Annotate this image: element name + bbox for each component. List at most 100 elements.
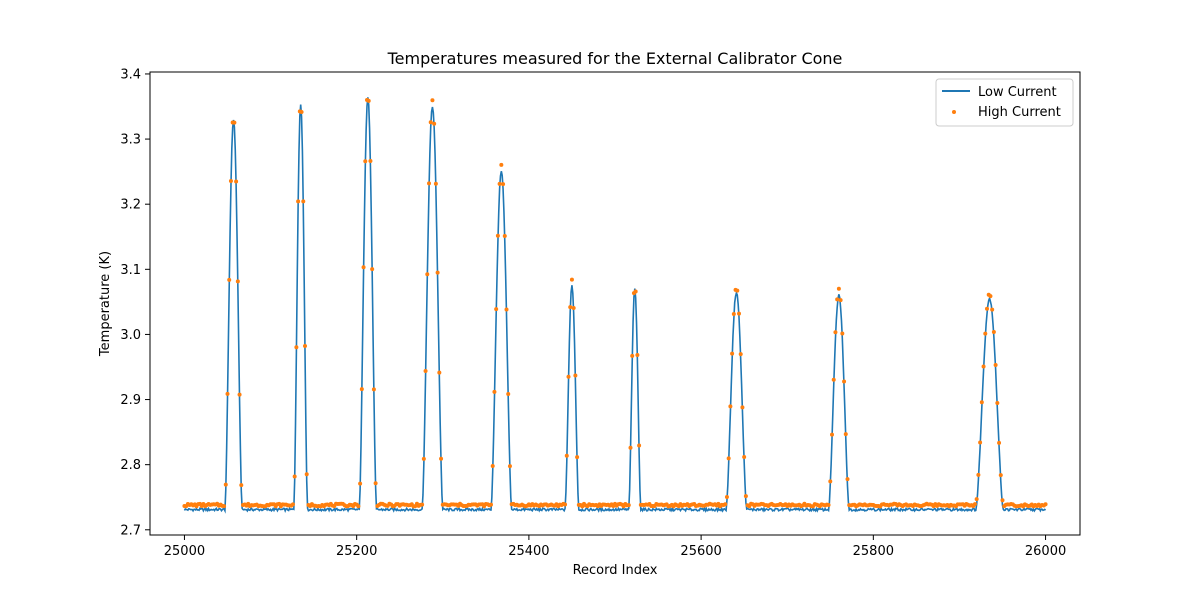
legend-label-low-current: Low Current xyxy=(978,85,1057,100)
scatter-point-high-current xyxy=(974,497,979,502)
x-tick-label: 25800 xyxy=(853,544,894,559)
x-tick-label: 26000 xyxy=(1025,544,1066,559)
scatter-point-high-current xyxy=(356,504,361,509)
y-tick-label: 3.3 xyxy=(120,133,141,148)
scatter-point-high-current xyxy=(738,352,743,357)
scatter-point-high-current xyxy=(237,392,242,397)
y-axis-label: Temperature (K) xyxy=(98,251,113,357)
scatter-point-high-current xyxy=(366,98,371,103)
scatter-point-high-current xyxy=(239,483,244,488)
scatter-point-high-current xyxy=(304,472,309,477)
scatter-point-high-current xyxy=(731,312,736,317)
scatter-point-high-current xyxy=(421,456,426,461)
scatter-point-high-current xyxy=(564,453,569,458)
scatter-point-high-current xyxy=(299,109,304,114)
y-tick-label: 2.7 xyxy=(120,523,141,538)
scatter-point-high-current xyxy=(838,298,843,303)
x-axis-label: Record Index xyxy=(573,563,658,578)
scatter-point-high-current xyxy=(979,400,984,405)
scatter-point-high-current xyxy=(724,495,729,500)
scatter-point-high-current xyxy=(843,432,848,437)
scatter-point-high-current xyxy=(232,120,237,125)
scatter-point-high-current xyxy=(502,234,507,239)
scatter-point-high-current xyxy=(225,391,230,396)
scatter-point-high-current xyxy=(371,387,376,392)
scatter-point-high-current xyxy=(222,504,227,509)
scatter-point-high-current xyxy=(294,345,299,350)
x-tick-label: 25200 xyxy=(336,544,377,559)
scatter-point-high-current xyxy=(433,181,438,186)
scatter-point-high-current xyxy=(490,463,495,468)
y-tick-label: 3.4 xyxy=(120,67,141,82)
scatter-point-high-current xyxy=(1043,502,1048,507)
series-layer xyxy=(182,97,1048,514)
chart-title: Temperatures measured for the External C… xyxy=(387,49,843,68)
scatter-point-high-current xyxy=(993,363,998,368)
scatter-point-high-current xyxy=(425,272,430,277)
y-tick-label: 3.2 xyxy=(120,198,141,213)
scatter-point-high-current xyxy=(361,265,366,270)
legend-box xyxy=(935,78,1074,127)
y-tick-label: 2.8 xyxy=(120,458,141,473)
scatter-point-high-current xyxy=(303,344,307,349)
scatter-point-high-current xyxy=(499,162,504,167)
scatter-point-high-current xyxy=(637,443,642,448)
scatter-point-high-current xyxy=(368,159,373,164)
plot-area xyxy=(150,72,1080,535)
scatter-point-high-current xyxy=(571,305,576,310)
y-axis: 2.7 2.8 2.9 3.0 3.1 3.2 3.3 3.4 xyxy=(120,67,150,538)
scatter-point-high-current xyxy=(835,297,840,302)
scatter-point-high-current xyxy=(730,351,735,356)
scatter-point-high-current xyxy=(504,307,509,312)
legend-swatch-high-current xyxy=(952,110,956,114)
scatter-point-high-current xyxy=(740,405,745,410)
scatter-point-high-current xyxy=(628,445,633,450)
scatter-point-high-current xyxy=(728,404,733,409)
scatter-point-high-current xyxy=(976,472,981,477)
scatter-point-high-current xyxy=(566,374,571,379)
x-tick-label: 25000 xyxy=(164,544,205,559)
scatter-point-high-current xyxy=(563,502,568,507)
scatter-point-high-current xyxy=(842,379,847,384)
scatter-point-high-current xyxy=(988,294,993,299)
scatter-point-high-current xyxy=(427,181,431,186)
scatter-point-high-current xyxy=(497,181,502,186)
scatter-point-high-current xyxy=(845,477,850,482)
scatter-point-high-current xyxy=(223,482,228,487)
scatter-point-high-current xyxy=(420,502,425,507)
scatter-point-high-current xyxy=(569,277,574,282)
scatter-point-high-current xyxy=(972,502,977,507)
scatter-point-high-current xyxy=(235,279,240,284)
scatter-point-high-current xyxy=(430,98,435,103)
scatter-point-high-current xyxy=(501,182,506,187)
legend-label-high-current: High Current xyxy=(978,105,1061,120)
scatter-point-high-current xyxy=(507,464,512,469)
scatter-point-high-current xyxy=(290,502,295,507)
scatter-point-high-current xyxy=(828,479,833,484)
scatter-point-high-current xyxy=(830,432,834,437)
scatter-point-high-current xyxy=(363,159,368,164)
scatter-point-high-current xyxy=(370,267,375,272)
scatter-point-high-current xyxy=(494,307,499,312)
scatter-point-high-current xyxy=(840,331,845,336)
plot-frame xyxy=(149,71,1081,536)
scatter-point-high-current xyxy=(743,494,748,499)
scatter-point-high-current xyxy=(726,456,731,461)
scatter-point-high-current xyxy=(296,199,301,204)
y-tick-label: 2.9 xyxy=(120,393,141,408)
scatter-point-high-current xyxy=(439,456,444,461)
scatter-point-high-current xyxy=(435,270,440,275)
scatter-point-high-current xyxy=(626,503,631,508)
scatter-point-high-current xyxy=(227,277,232,282)
scatter-point-high-current xyxy=(573,373,578,378)
scatter-point-high-current xyxy=(506,392,511,396)
plot-background xyxy=(150,72,1080,535)
scatter-point-high-current xyxy=(985,306,989,311)
series-line-low-current xyxy=(183,97,1047,514)
scatter-point-high-current xyxy=(489,502,493,507)
x-tick-label: 25600 xyxy=(680,544,721,559)
x-tick-label: 25400 xyxy=(508,544,549,559)
scatter-point-high-current xyxy=(833,330,838,335)
scatter-point-high-current xyxy=(373,481,378,486)
